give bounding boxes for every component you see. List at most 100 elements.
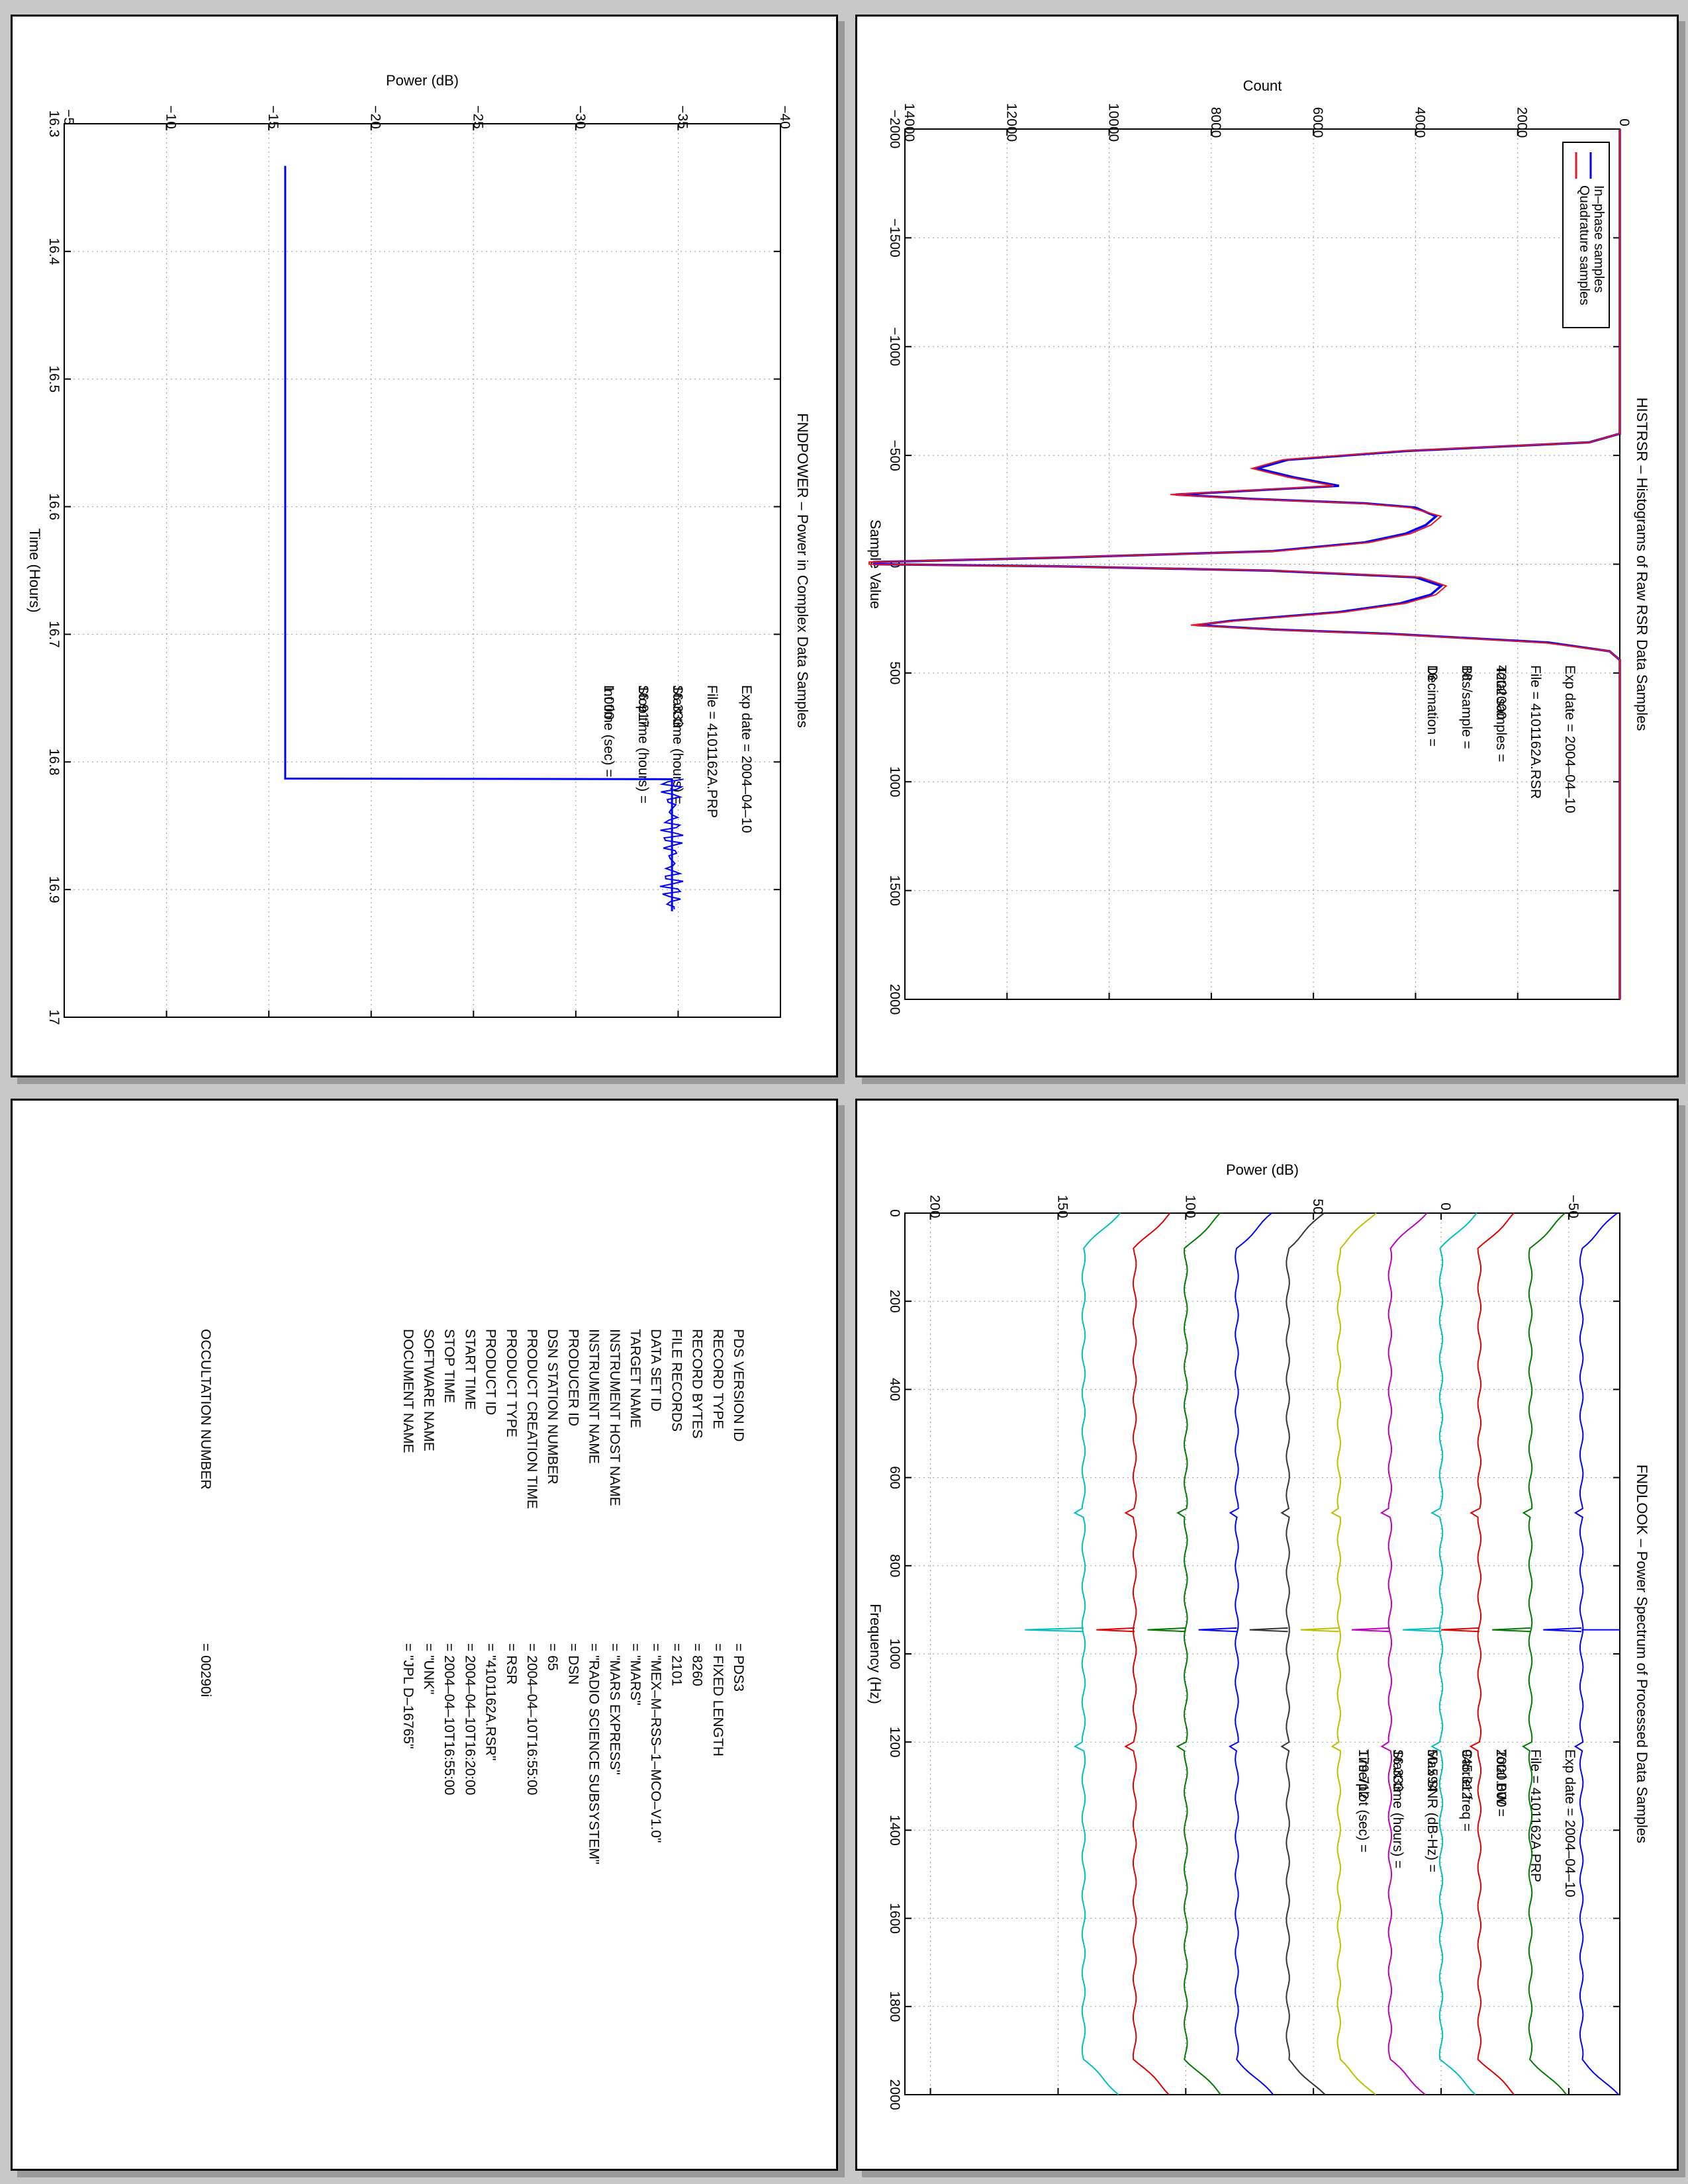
label-value: = RSR [504, 1643, 519, 1684]
spectrum-trace-1 [1573, 1212, 1619, 2095]
info-label: Int time (sec) = [601, 685, 616, 777]
x-tick-label: 16.7 [46, 621, 62, 648]
label-key: RECORD BYTES [690, 1329, 705, 1439]
info-label: Decimation = [1425, 665, 1440, 747]
label-key: DOCUMENT NAME [400, 1329, 416, 1453]
info-value: 16.333 [670, 685, 685, 727]
y-tick-label: 14000 [902, 103, 917, 142]
spectrum-trace-7 [1280, 1212, 1326, 2095]
y-tick-label: −15 [265, 105, 281, 129]
label-value: = FIXED LENGTH [710, 1643, 726, 1756]
carrier-spike [1351, 1627, 1390, 1633]
y-tick-label: 150 [1055, 1195, 1070, 1218]
y-tick-label: 100 [1182, 1195, 1197, 1218]
label-key: DSN STATION NUMBER [545, 1329, 560, 1484]
power-trace [284, 165, 673, 911]
y-tick-label: −50 [1566, 1195, 1581, 1218]
label-key: PRODUCT ID [483, 1329, 498, 1415]
label-key: PRODUCT TYPE [504, 1329, 519, 1437]
chart-title: FNDPOWER – Power in Complex Data Samples [794, 413, 811, 728]
info-label: Start time (hours) = [1390, 1749, 1405, 1868]
label-value: = "MARS" [628, 1643, 643, 1706]
x-tick-label: 0 [887, 1209, 902, 1217]
occultation-key: OCCULTATION NUMBER [198, 1329, 213, 1490]
spectrum-trace-4 [1430, 1212, 1477, 2095]
y-tick-label: −20 [368, 105, 383, 129]
x-tick-label: 17 [46, 1009, 62, 1024]
y-tick-label: −30 [573, 105, 588, 129]
histrsr-chart: −2000−1500−1000−500050010001500200002000… [867, 77, 1650, 1015]
label-key: START TIME [462, 1329, 477, 1410]
label-value: = 65 [545, 1643, 560, 1670]
spectrum-trace-3 [1469, 1212, 1515, 2095]
info-label: Carrier freq = [1459, 1749, 1474, 1831]
carrier-spike [1440, 1627, 1479, 1633]
label-value: = "JPL D–16765" [400, 1643, 416, 1749]
info-value: 2000.000 [1493, 1749, 1509, 1807]
fndlook-panel: 0 200 400 600 800 1000 1200 1400 1600 1800 2000 −50… [855, 1099, 1679, 2171]
fndpower-plot-frame [64, 123, 781, 1018]
label-value: = PDS3 [731, 1643, 746, 1692]
x-tick-label: 16.8 [46, 749, 62, 776]
label-value: = 2101 [669, 1643, 684, 1686]
x-tick-label: 600 [887, 1466, 902, 1489]
x-tick-label: 16.9 [46, 876, 62, 903]
spectrum-trace-5 [1380, 1212, 1428, 2095]
power-noise [659, 778, 684, 910]
info-label: Time/plot (sec) = [1356, 1749, 1371, 1852]
label-value: = 2004–04–10T16:20:00 [462, 1643, 477, 1795]
y-tick-label: −5 [61, 109, 76, 125]
label-key: TARGET NAME [628, 1329, 643, 1428]
x-tick-label: −500 [887, 439, 902, 471]
y-tick-label: −25 [470, 105, 485, 129]
y-tick-label: 2000 [1515, 107, 1530, 138]
y-tick-label: 10000 [1106, 103, 1121, 142]
label-value: = "MARS EXPRESS" [607, 1643, 622, 1775]
info-value: 16.333 [1390, 1749, 1405, 1792]
y-tick-label: 0 [1617, 118, 1632, 126]
y-axis-label: Power (dB) [1226, 1161, 1299, 1178]
label-value: = 2004–04–10T16:55:00 [524, 1643, 539, 1795]
x-tick-label: 500 [887, 661, 902, 684]
y-tick-label: 50 [1310, 1199, 1325, 1214]
histrsr-panel: −2000 −1500 −1000 −500 0 500 1000 1500 2000 0 2000… [855, 15, 1679, 1077]
histrsr-plot: −2000−1500−1000−500050010001500200002000… [867, 77, 1650, 1015]
label-key: DATA SET ID [648, 1329, 663, 1412]
label-key: INSTRUMENT HOST NAME [607, 1329, 622, 1506]
carrier-spike [1403, 1627, 1442, 1633]
occultation-value: = 00290i [198, 1643, 213, 1697]
x-tick-label: 1500 [887, 875, 902, 906]
label-key: FILE RECORDS [669, 1329, 684, 1432]
info-label: File = 4101162A.RSR [1528, 665, 1543, 799]
fndlook-chart: 0200400600800100012001400160018002000−50… [867, 1161, 1650, 2111]
carrier-spike [1543, 1627, 1582, 1633]
info-value: 1.000 [601, 685, 616, 720]
carrier-spike [1147, 1627, 1186, 1633]
info-label: Stop time (hours) = [635, 685, 651, 803]
label-key: INSTRUMENT NAME [586, 1329, 602, 1464]
label-key: PDS VERSION ID [731, 1329, 746, 1441]
x-tick-label: 2000 [887, 2079, 902, 2111]
carrier-spike [1198, 1627, 1237, 1633]
x-tick-label: 1000 [887, 766, 902, 797]
chart-title: FNDLOOK – Power Spectrum of Processed Da… [1634, 1465, 1650, 1843]
info-label: Exp date = 2004–04–10 [739, 685, 754, 833]
pds-label-panel: PDS VERSION ID = PDS3 RECORD TYPE = FIXED L… [11, 1099, 838, 2171]
x-axis-label: Time (Hours) [26, 528, 43, 613]
series-line-quadrature [868, 129, 1620, 999]
x-tick-label: 2000 [887, 984, 902, 1015]
info-value: 16 [1425, 665, 1440, 680]
info-label: File = 4101162A.PRP [704, 685, 720, 818]
label-key: PRODUCER ID [565, 1329, 581, 1426]
carrier-spike [1249, 1627, 1288, 1633]
x-tick-label: 1600 [887, 1903, 902, 1934]
info-value: 16 [1459, 665, 1474, 680]
x-tick-label: −2000 [887, 110, 902, 149]
legend-box [1562, 142, 1610, 328]
info-label: Total BW = [1493, 1749, 1509, 1817]
info-value: 50.594 [1425, 1749, 1440, 1792]
info-label: Start time (hours) = [670, 685, 685, 804]
label-table: PDS VERSION ID = PDS3 RECORD TYPE = FIXED L… [198, 1329, 746, 1864]
carrier-spike [1025, 1627, 1084, 1633]
